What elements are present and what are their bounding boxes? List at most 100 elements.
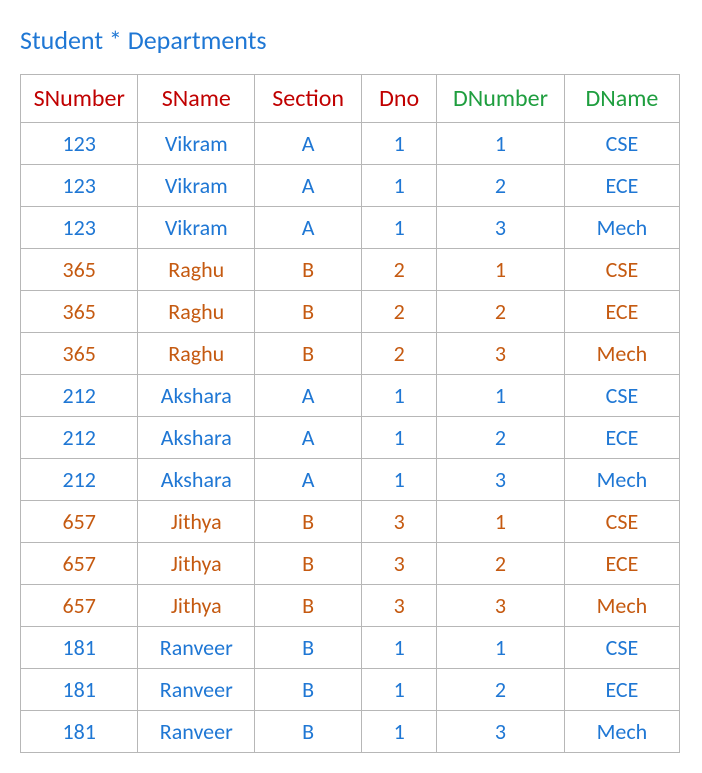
cell-dno: 2 <box>362 333 437 375</box>
cell-snumber: 365 <box>21 333 138 375</box>
cell-dname: Mech <box>564 207 679 249</box>
cell-dname: CSE <box>564 249 679 291</box>
column-header-dnumber: DNumber <box>437 75 565 123</box>
cell-dno: 1 <box>362 669 437 711</box>
cell-section: B <box>255 585 362 627</box>
cell-dno: 1 <box>362 459 437 501</box>
table-row: 365RaghuB23Mech <box>21 333 680 375</box>
cell-dname: CSE <box>564 501 679 543</box>
table-body: 123VikramA11CSE123VikramA12ECE123VikramA… <box>21 123 680 753</box>
table-row: 212AksharaA11CSE <box>21 375 680 417</box>
column-header-dno: Dno <box>362 75 437 123</box>
cell-section: A <box>255 375 362 417</box>
cell-snumber: 657 <box>21 501 138 543</box>
table-row: 657JithyaB33Mech <box>21 585 680 627</box>
cell-snumber: 657 <box>21 585 138 627</box>
cell-section: B <box>255 249 362 291</box>
cell-sname: Jithya <box>138 543 255 585</box>
table-row: 365RaghuB21CSE <box>21 249 680 291</box>
table-row: 123VikramA11CSE <box>21 123 680 165</box>
column-header-snumber: SNumber <box>21 75 138 123</box>
cell-snumber: 212 <box>21 459 138 501</box>
table-row: 181RanveerB13Mech <box>21 711 680 753</box>
cell-section: B <box>255 669 362 711</box>
cell-dno: 1 <box>362 207 437 249</box>
cell-sname: Raghu <box>138 249 255 291</box>
cell-dname: Mech <box>564 711 679 753</box>
cell-section: A <box>255 123 362 165</box>
table-row: 123VikramA13Mech <box>21 207 680 249</box>
cell-sname: Akshara <box>138 417 255 459</box>
cell-dnumber: 3 <box>437 711 565 753</box>
cell-sname: Vikram <box>138 123 255 165</box>
table-row: 212AksharaA13Mech <box>21 459 680 501</box>
cell-sname: Ranveer <box>138 627 255 669</box>
cell-sname: Ranveer <box>138 669 255 711</box>
cell-dnumber: 1 <box>437 627 565 669</box>
cell-dname: CSE <box>564 123 679 165</box>
cell-dname: ECE <box>564 669 679 711</box>
cell-sname: Raghu <box>138 291 255 333</box>
cell-dname: ECE <box>564 417 679 459</box>
cell-snumber: 212 <box>21 417 138 459</box>
cell-dname: CSE <box>564 627 679 669</box>
table-row: 365RaghuB22ECE <box>21 291 680 333</box>
table-header: SNumberSNameSectionDnoDNumberDName <box>21 75 680 123</box>
column-header-sname: SName <box>138 75 255 123</box>
cell-dno: 1 <box>362 627 437 669</box>
cell-dnumber: 2 <box>437 165 565 207</box>
cell-dnumber: 2 <box>437 417 565 459</box>
cell-dname: Mech <box>564 459 679 501</box>
table-row: 181RanveerB11CSE <box>21 627 680 669</box>
cell-dname: Mech <box>564 585 679 627</box>
cell-section: B <box>255 711 362 753</box>
cell-sname: Raghu <box>138 333 255 375</box>
cell-sname: Ranveer <box>138 711 255 753</box>
cell-dnumber: 3 <box>437 333 565 375</box>
cell-dname: CSE <box>564 375 679 417</box>
cell-section: B <box>255 501 362 543</box>
cross-product-table: SNumberSNameSectionDnoDNumberDName 123Vi… <box>20 74 680 753</box>
cell-dnumber: 1 <box>437 123 565 165</box>
cell-dno: 2 <box>362 249 437 291</box>
cell-snumber: 365 <box>21 291 138 333</box>
cell-section: A <box>255 417 362 459</box>
cell-dname: ECE <box>564 291 679 333</box>
cell-sname: Akshara <box>138 459 255 501</box>
table-row: 181RanveerB12ECE <box>21 669 680 711</box>
cell-dno: 2 <box>362 291 437 333</box>
cell-dno: 3 <box>362 501 437 543</box>
cell-dno: 3 <box>362 543 437 585</box>
cell-section: B <box>255 291 362 333</box>
cell-snumber: 123 <box>21 123 138 165</box>
cell-sname: Vikram <box>138 207 255 249</box>
cell-dnumber: 1 <box>437 375 565 417</box>
cell-dno: 1 <box>362 123 437 165</box>
page-title: Student * Departments <box>20 24 682 56</box>
cell-section: A <box>255 459 362 501</box>
cell-dno: 1 <box>362 165 437 207</box>
table-row: 123VikramA12ECE <box>21 165 680 207</box>
cell-sname: Akshara <box>138 375 255 417</box>
cell-snumber: 123 <box>21 207 138 249</box>
cell-dname: ECE <box>564 165 679 207</box>
cell-section: B <box>255 333 362 375</box>
column-header-dname: DName <box>564 75 679 123</box>
cell-snumber: 657 <box>21 543 138 585</box>
cell-dno: 1 <box>362 417 437 459</box>
cell-snumber: 181 <box>21 627 138 669</box>
cell-snumber: 181 <box>21 669 138 711</box>
cell-section: B <box>255 543 362 585</box>
table-row: 212AksharaA12ECE <box>21 417 680 459</box>
cell-section: A <box>255 165 362 207</box>
cell-dnumber: 3 <box>437 459 565 501</box>
cell-snumber: 365 <box>21 249 138 291</box>
cell-dno: 3 <box>362 585 437 627</box>
cell-dnumber: 2 <box>437 291 565 333</box>
cell-section: A <box>255 207 362 249</box>
cell-dno: 1 <box>362 375 437 417</box>
table-row: 657JithyaB32ECE <box>21 543 680 585</box>
cell-dnumber: 3 <box>437 585 565 627</box>
cell-sname: Jithya <box>138 585 255 627</box>
cell-snumber: 212 <box>21 375 138 417</box>
